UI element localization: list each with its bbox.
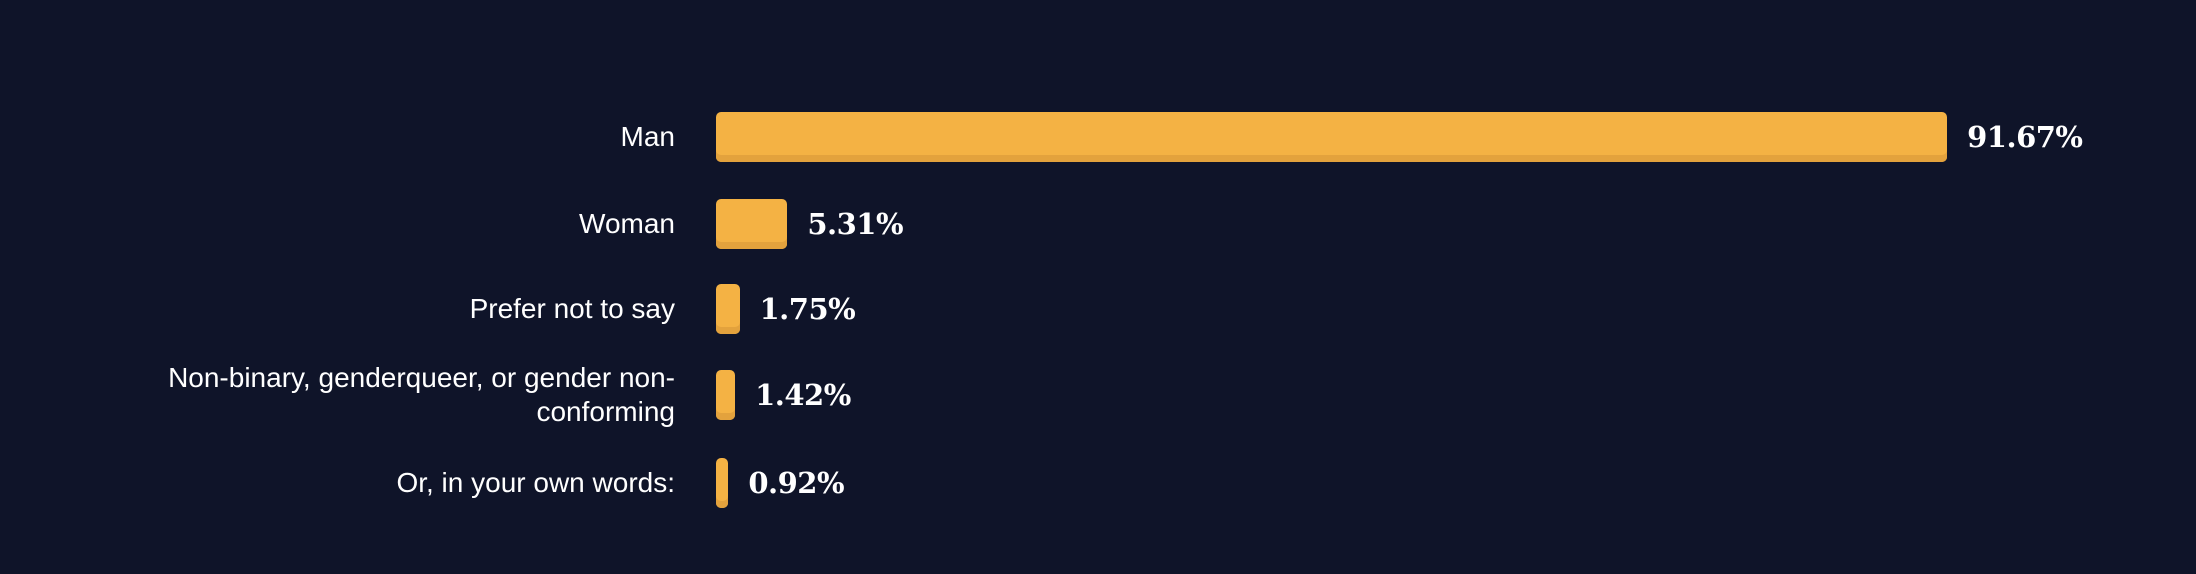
value-label: 5.31%	[807, 207, 903, 241]
bar	[716, 199, 788, 249]
value-label: 1.75%	[759, 292, 856, 326]
bar	[716, 284, 740, 334]
bar	[716, 370, 736, 420]
category-label: Prefer not to say	[469, 293, 675, 324]
value-label: 1.42%	[755, 378, 851, 412]
category-label: Or, in your own words:	[396, 467, 675, 498]
value-label: 0.92%	[748, 466, 845, 500]
category-label: Man	[620, 121, 675, 152]
category-label: Non-binary, genderqueer, or gender non-c…	[168, 362, 675, 427]
bar	[716, 458, 729, 508]
value-label: 91.67%	[1967, 120, 2083, 154]
category-label: Woman	[579, 208, 675, 239]
bar	[716, 112, 1948, 162]
